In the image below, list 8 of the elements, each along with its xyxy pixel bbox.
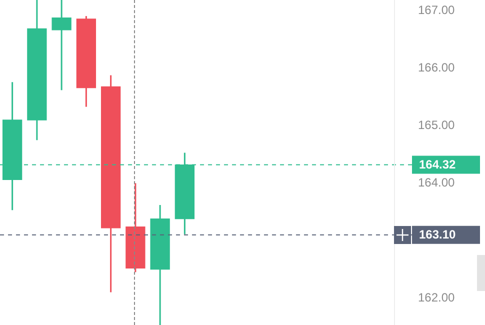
ref-line-label: 163.10: [419, 228, 456, 242]
y-tick-label: 162.00: [418, 290, 456, 304]
y-tick-label: 165.00: [418, 118, 456, 132]
y-tick-label: 167.00: [418, 3, 456, 18]
y-tick-label: 164.00: [418, 175, 456, 190]
y-tick-label: 166.00: [418, 60, 456, 75]
ref-line-label: 164.32: [419, 158, 456, 172]
candlestick: [52, 0, 72, 91]
